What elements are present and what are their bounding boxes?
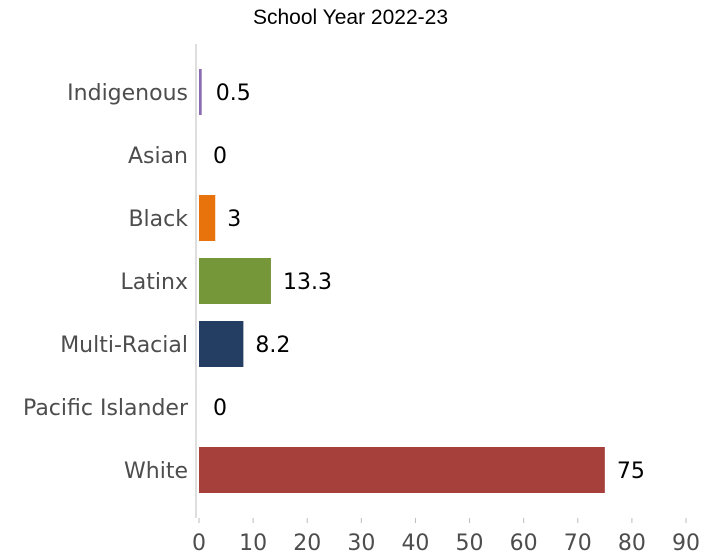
value-label: 3 (227, 207, 241, 232)
x-tick-label: 70 (564, 531, 592, 556)
bar-indigenous (199, 69, 202, 115)
x-tick-label: 10 (239, 531, 267, 556)
value-label: 0.5 (216, 81, 251, 106)
category-label: Indigenous (67, 81, 188, 106)
value-label: 8.2 (255, 333, 290, 358)
x-tick-label: 50 (456, 531, 484, 556)
chart-title: School Year 2022-23 (253, 6, 448, 29)
category-label: Latinx (121, 270, 188, 295)
x-tick-label: 30 (347, 531, 375, 556)
x-tick-label: 40 (401, 531, 429, 556)
category-label: Black (128, 207, 188, 232)
bar-white (199, 447, 605, 493)
bar-latinx (199, 258, 271, 304)
category-label: Multi-Racial (60, 333, 188, 358)
x-tick-label: 90 (672, 531, 700, 556)
value-label: 0 (213, 144, 227, 169)
bar-black (199, 195, 216, 241)
labels-layer: Indigenous 0.5 Asian 0 Black 3 Latinx 13.3 Multi… (23, 81, 645, 484)
x-tick-label: 60 (510, 531, 538, 556)
x-tick-label: 20 (293, 531, 321, 556)
x-axis: 0 10 20 30 40 50 60 70 80 90 (192, 44, 700, 556)
x-tick-label: 80 (618, 531, 646, 556)
x-tick-label: 0 (192, 531, 206, 556)
value-label: 13.3 (283, 270, 332, 295)
bars-layer (199, 69, 605, 493)
value-label: 75 (617, 459, 645, 484)
bar-multi-racial (199, 321, 244, 367)
category-label: White (124, 459, 188, 484)
category-label: Asian (128, 144, 188, 169)
value-label: 0 (213, 396, 227, 421)
category-label: Pacific Islander (23, 396, 189, 421)
